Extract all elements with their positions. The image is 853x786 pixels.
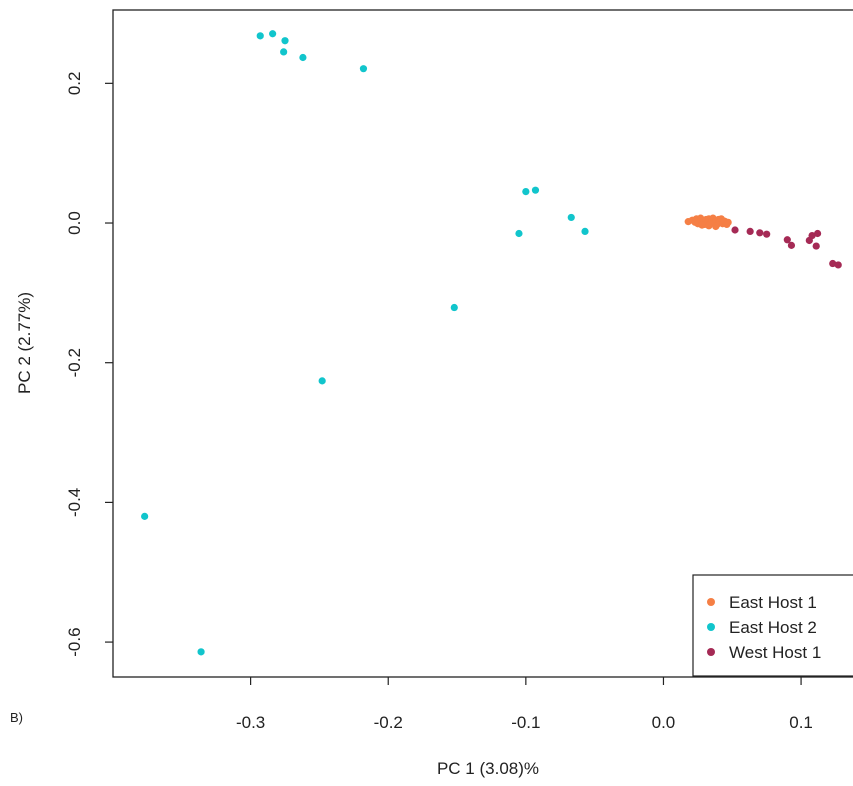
data-point xyxy=(318,377,326,385)
x-tick-label: -0.1 xyxy=(511,713,540,732)
y-tick-label: -0.4 xyxy=(65,488,84,517)
legend-label: West Host 1 xyxy=(729,643,821,662)
data-point xyxy=(281,37,289,45)
data-point xyxy=(522,187,530,196)
x-axis: -0.3 -0.2 -0.1 0.0 0.1 xyxy=(236,677,813,732)
legend-marker xyxy=(707,623,715,631)
data-point xyxy=(756,229,764,237)
data-point xyxy=(731,226,739,234)
y-tick-label: -0.2 xyxy=(65,348,84,377)
data-point xyxy=(724,218,732,226)
legend-label: East Host 1 xyxy=(729,593,817,612)
x-tick-label: -0.3 xyxy=(236,713,265,732)
x-tick-label: 0.1 xyxy=(789,713,813,732)
scatter-points xyxy=(141,30,842,656)
y-axis-title: PC 2 (2.77%) xyxy=(15,292,34,394)
data-point xyxy=(256,32,264,40)
data-point xyxy=(197,648,205,656)
data-point xyxy=(813,229,822,238)
data-point xyxy=(581,227,589,236)
y-tick-label: 0.2 xyxy=(65,72,84,96)
legend-label: East Host 2 xyxy=(729,618,817,637)
data-point xyxy=(712,222,720,231)
data-point xyxy=(141,512,149,520)
data-point xyxy=(787,241,796,249)
data-point xyxy=(450,303,458,312)
y-axis: 0.2 0.0 -0.2 -0.4 -0.6 xyxy=(65,72,113,657)
y-tick-label: -0.6 xyxy=(65,627,84,656)
data-point xyxy=(531,186,540,194)
data-point xyxy=(834,261,842,269)
data-point xyxy=(812,242,820,250)
data-point xyxy=(299,53,307,62)
data-point xyxy=(280,48,288,56)
data-point xyxy=(808,231,816,240)
data-point xyxy=(763,230,771,238)
data-point xyxy=(269,30,277,38)
data-point xyxy=(515,229,523,238)
legend-box xyxy=(692,574,853,677)
x-tick-label: -0.2 xyxy=(374,713,403,732)
data-point xyxy=(829,259,837,268)
legend-marker xyxy=(707,648,715,656)
data-point xyxy=(359,65,368,73)
data-point xyxy=(705,222,713,230)
data-point xyxy=(746,227,754,236)
x-axis-title: PC 1 (3.08)% xyxy=(437,759,539,778)
data-point xyxy=(698,221,706,229)
data-point xyxy=(783,236,791,244)
x-tick-label: 0.0 xyxy=(652,713,676,732)
legend-marker xyxy=(707,598,715,606)
panel-label: B) xyxy=(10,710,23,725)
data-point xyxy=(567,213,575,222)
legend: East Host 1 East Host 2 West Host 1 xyxy=(692,574,853,677)
plot-frame xyxy=(112,9,853,678)
y-tick-label: 0.0 xyxy=(65,211,84,235)
